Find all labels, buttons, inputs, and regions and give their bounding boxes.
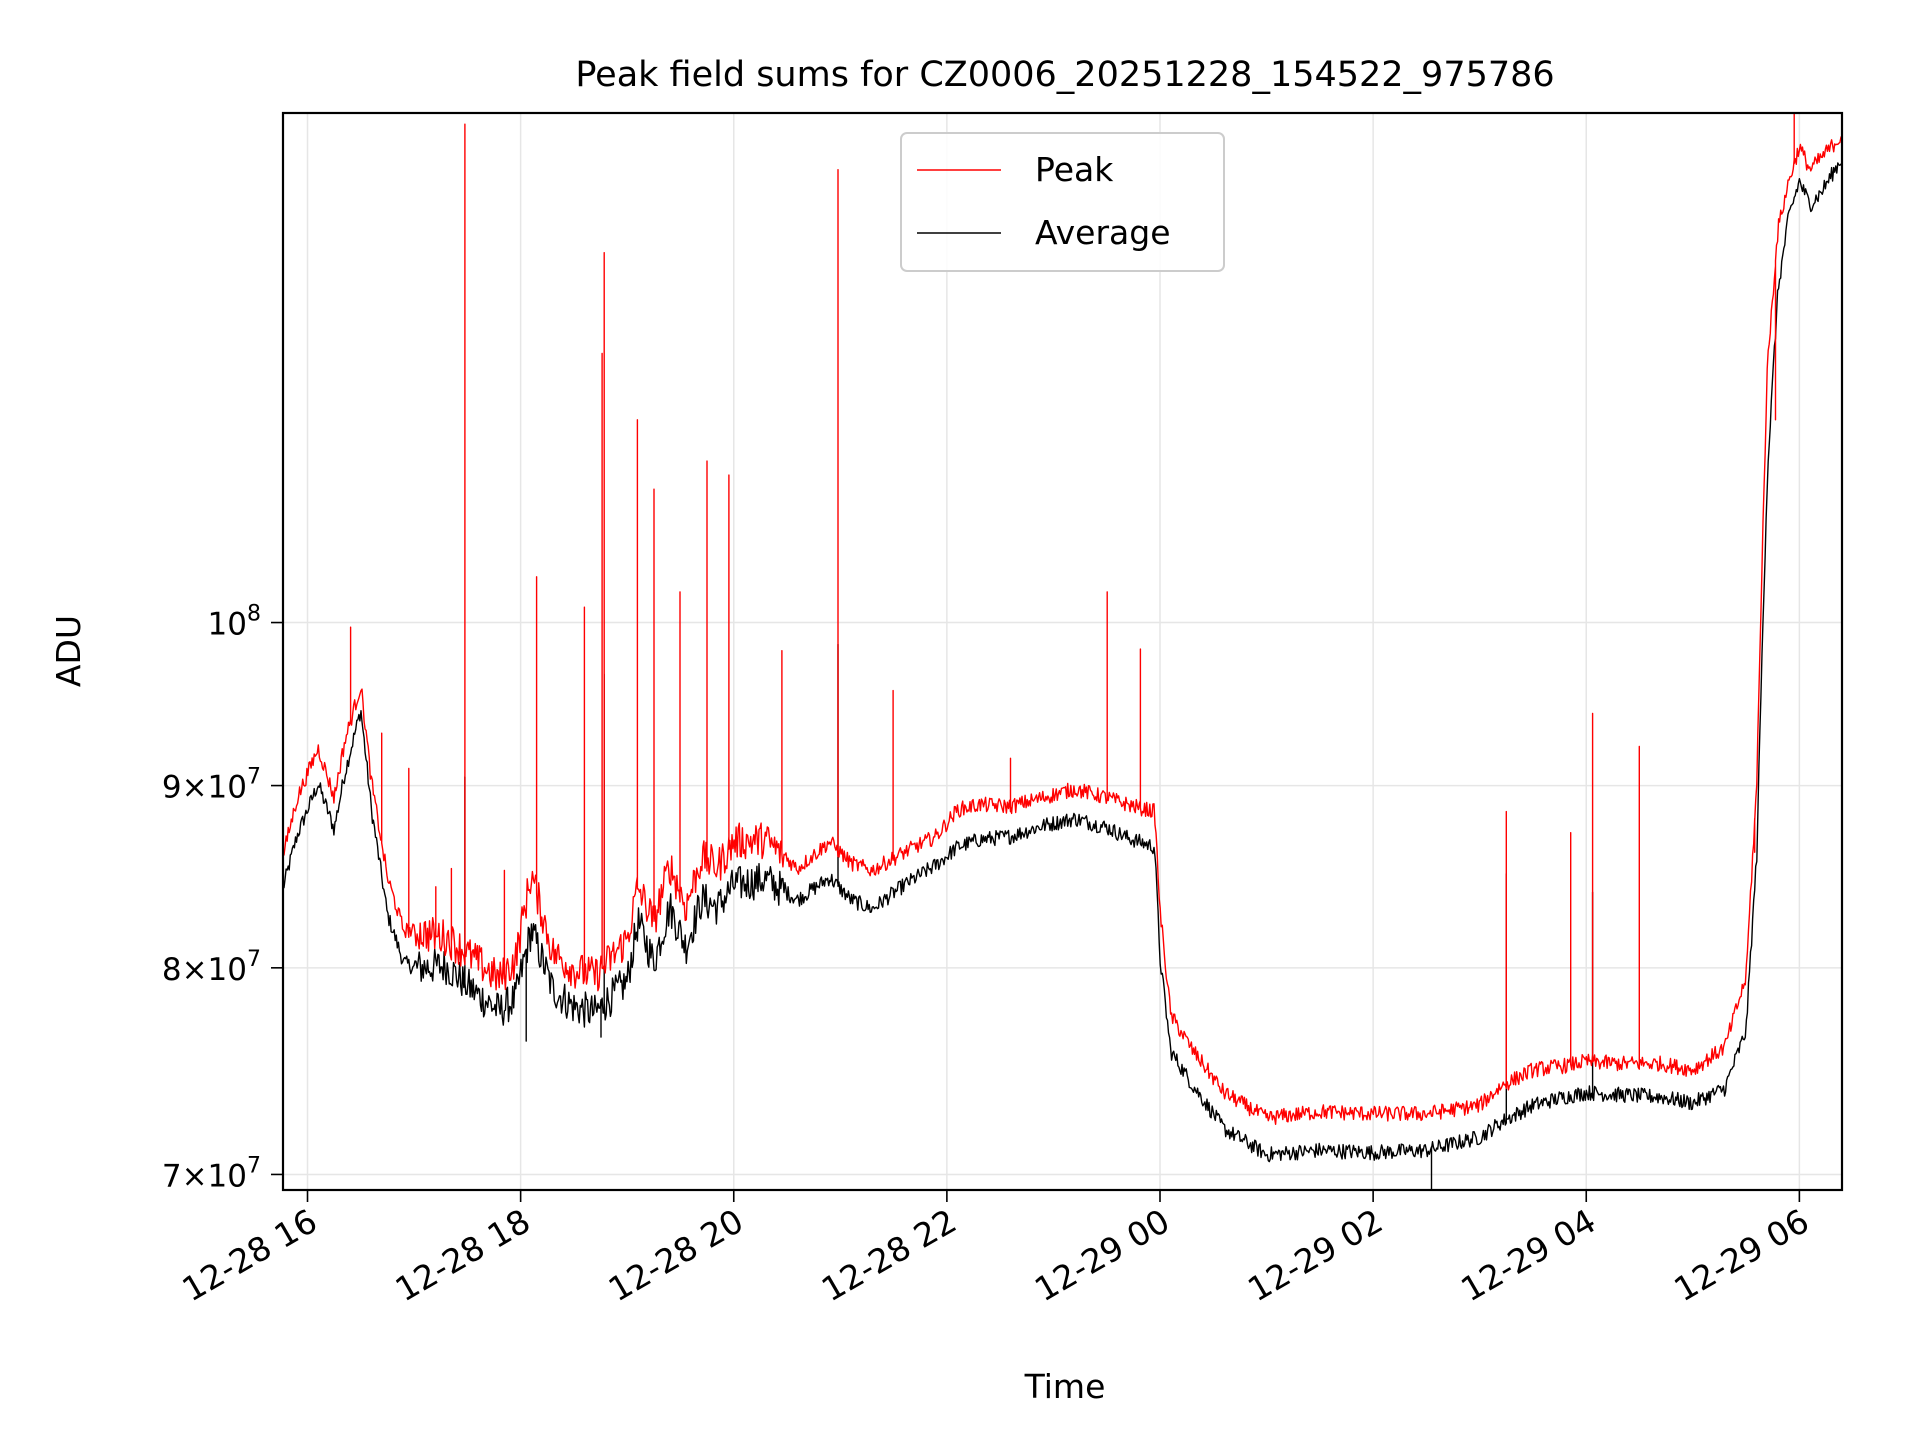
legend-average-label: Average xyxy=(1035,213,1171,252)
legend-box xyxy=(900,132,1225,272)
y-tick-exponent: 7 xyxy=(247,947,261,972)
y-tick-label: 108 xyxy=(208,602,261,643)
legend-peak-label: Peak xyxy=(1035,150,1114,189)
y-tick-label: 8×107 xyxy=(162,947,261,988)
y-axis-label: ADU xyxy=(49,615,88,687)
series-line-average xyxy=(283,162,1842,1190)
y-tick-label: 7×107 xyxy=(162,1153,261,1194)
y-tick-exponent: 7 xyxy=(247,765,261,790)
x-tick-label: 12-28 20 xyxy=(602,1201,750,1309)
x-tick-label: 12-29 06 xyxy=(1667,1201,1815,1309)
x-tick-label: 12-28 22 xyxy=(815,1201,963,1309)
legend: Peak Average xyxy=(900,132,1225,272)
chart-title: Peak field sums for CZ0006_20251228_1545… xyxy=(575,55,1554,95)
x-tick-label: 12-28 18 xyxy=(389,1201,537,1309)
y-tick-exponent: 8 xyxy=(247,602,261,627)
grid xyxy=(283,113,1842,1190)
series-line-peak xyxy=(283,113,1842,1125)
plot-frame xyxy=(281,111,1844,1192)
y-tick-base: 10 xyxy=(208,952,247,988)
y-tick-mantissa: 9 xyxy=(162,770,182,806)
x-axis-label: Time xyxy=(1024,1367,1106,1406)
x-tick-label: 12-29 02 xyxy=(1241,1201,1389,1309)
y-tick-times: × xyxy=(182,1158,208,1194)
y-tick-base: 10 xyxy=(208,770,247,806)
y-tick-mantissa: 8 xyxy=(162,952,182,988)
x-axis: 12-28 16 12-28 18 12-28 20 12-28 22 12-29 00… xyxy=(176,1190,1815,1309)
x-tick-label: 12-28 16 xyxy=(176,1201,324,1309)
x-tick-label: 12-29 04 xyxy=(1454,1201,1602,1309)
y-tick-exponent: 7 xyxy=(247,1153,261,1178)
y-tick-label: 9×107 xyxy=(162,765,261,806)
y-tick-times: × xyxy=(182,952,208,988)
y-tick-times: × xyxy=(182,770,208,806)
series-lines xyxy=(283,113,1842,1190)
y-tick-base: 10 xyxy=(208,1158,247,1194)
y-tick-base: 10 xyxy=(208,607,247,643)
x-tick-label: 12-29 00 xyxy=(1028,1201,1176,1309)
y-tick-mantissa: 7 xyxy=(162,1158,182,1194)
